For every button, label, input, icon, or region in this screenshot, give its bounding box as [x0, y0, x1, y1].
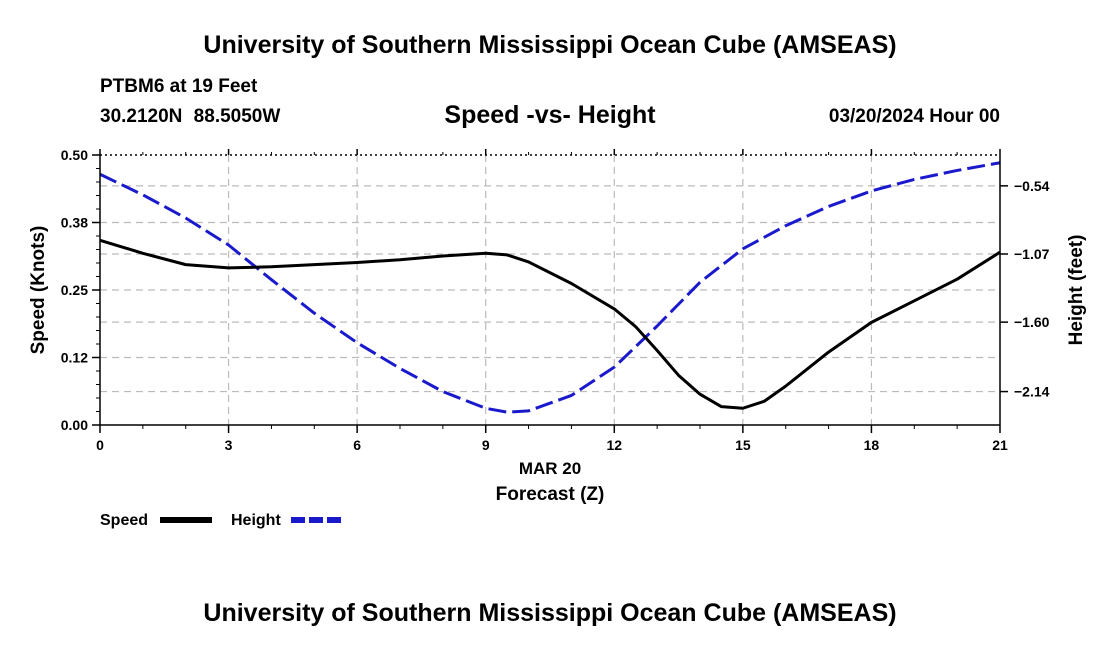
station-label: PTBM6 at 19 Feet: [100, 76, 258, 97]
chart-title: University of Southern Mississippi Ocean…: [203, 31, 897, 59]
labels-layer: 0 3 6 9 12 15 18 21 0.00 0.12 0.25 0.38 0.50 −2.14 −1.…: [61, 147, 1050, 453]
y-tick-label: 0.12: [61, 350, 88, 366]
legend: Speed Height: [100, 512, 342, 529]
footer-title: University of Southern Mississippi Ocean…: [203, 599, 897, 627]
y2-axis-title: Height (feet): [1066, 235, 1087, 346]
x-tick-label: 21: [992, 437, 1008, 453]
legend-height-label: Height: [231, 512, 281, 529]
x-tick-label: 6: [353, 437, 361, 453]
legend-speed-label: Speed: [100, 512, 148, 529]
y-axis-title: Speed (Knots): [28, 226, 49, 355]
x-tick-label: 0: [96, 437, 104, 453]
series-layer: [99, 161, 1001, 414]
y-tick-label: 0.50: [61, 147, 88, 163]
coordinates-label: 30.2120N 88.5050W: [100, 106, 281, 127]
x-axis-title: Forecast (Z): [496, 484, 605, 505]
y2-tick-label: −2.14: [1014, 384, 1050, 400]
axes-layer: [92, 149, 1008, 433]
y-tick-label: 0.00: [61, 417, 88, 433]
x-axis-date: MAR 20: [519, 459, 581, 478]
x-tick-label: 12: [606, 437, 622, 453]
x-tick-label: 18: [864, 437, 880, 453]
y-tick-label: 0.38: [61, 215, 88, 231]
datestamp-label: 03/20/2024 Hour 00: [828, 106, 1000, 127]
x-tick-label: 3: [225, 437, 233, 453]
y2-tick-label: −1.07: [1014, 246, 1050, 262]
y-tick-label: 0.25: [61, 282, 88, 298]
x-tick-label: 15: [735, 437, 751, 453]
x-tick-label: 9: [482, 437, 490, 453]
speed-series-line: [99, 238, 1001, 410]
y2-tick-label: −1.60: [1014, 314, 1050, 330]
height-series-line: [99, 161, 1001, 414]
chart-subtitle: Speed -vs- Height: [444, 101, 656, 129]
y2-tick-label: −0.54: [1014, 178, 1050, 194]
grid-layer: [100, 155, 1000, 425]
